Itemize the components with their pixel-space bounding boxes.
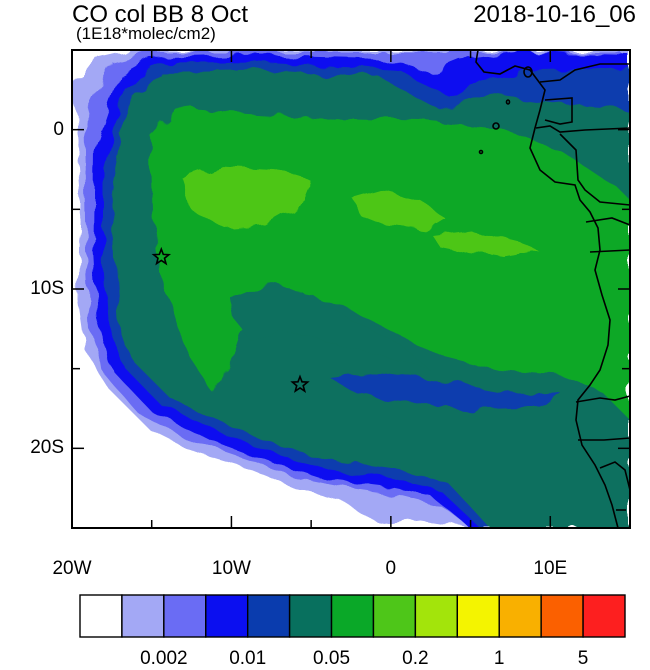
y-tick-label: 20S (30, 437, 64, 459)
colorbar-swatch (79, 594, 123, 638)
map-timestamp: 2018-10-16_06 (473, 1, 636, 28)
colorbar-swatch (330, 594, 375, 638)
x-tick-label: 0 (385, 558, 397, 579)
map-units: (1E18*molec/cm2) (76, 24, 216, 43)
x-tick-label: 20W (52, 558, 92, 579)
colorbar-label: 5 (577, 648, 589, 669)
colorbar-label: 0.01 (229, 648, 267, 669)
colorbar-swatch (456, 594, 500, 638)
colorbar-label: 0.2 (402, 648, 429, 669)
site-markers (151, 246, 310, 393)
colorbar-label: 0.002 (140, 648, 188, 669)
colorbar-label: 0.05 (313, 648, 351, 669)
star-marker (151, 246, 172, 266)
y-tick-label: 10S (30, 278, 64, 299)
colorbar-swatch (288, 594, 333, 638)
concentration-field (72, 50, 630, 528)
colorbar-swatch (414, 594, 459, 638)
y-tick-label: 0 (53, 118, 64, 140)
colorbar-swatch (121, 594, 165, 638)
colorbar-swatch (498, 594, 542, 638)
colorbar-swatch (205, 594, 249, 638)
colorbar-swatch (246, 594, 291, 638)
axis-ticks (71, 49, 631, 529)
map-title: CO col BB 8 Oct (72, 1, 249, 28)
colorbar-label: 1 (493, 648, 505, 669)
colorbar-swatch (372, 594, 417, 638)
x-tick-label: 10E (533, 558, 568, 579)
colorbar-swatch (582, 594, 626, 638)
colorbar-swatch (540, 594, 584, 638)
x-tick-label: 10W (211, 558, 251, 579)
star-marker (290, 374, 310, 393)
colorbar (79, 594, 626, 638)
coastline (475, 49, 631, 529)
colorbar-swatch (163, 594, 207, 638)
